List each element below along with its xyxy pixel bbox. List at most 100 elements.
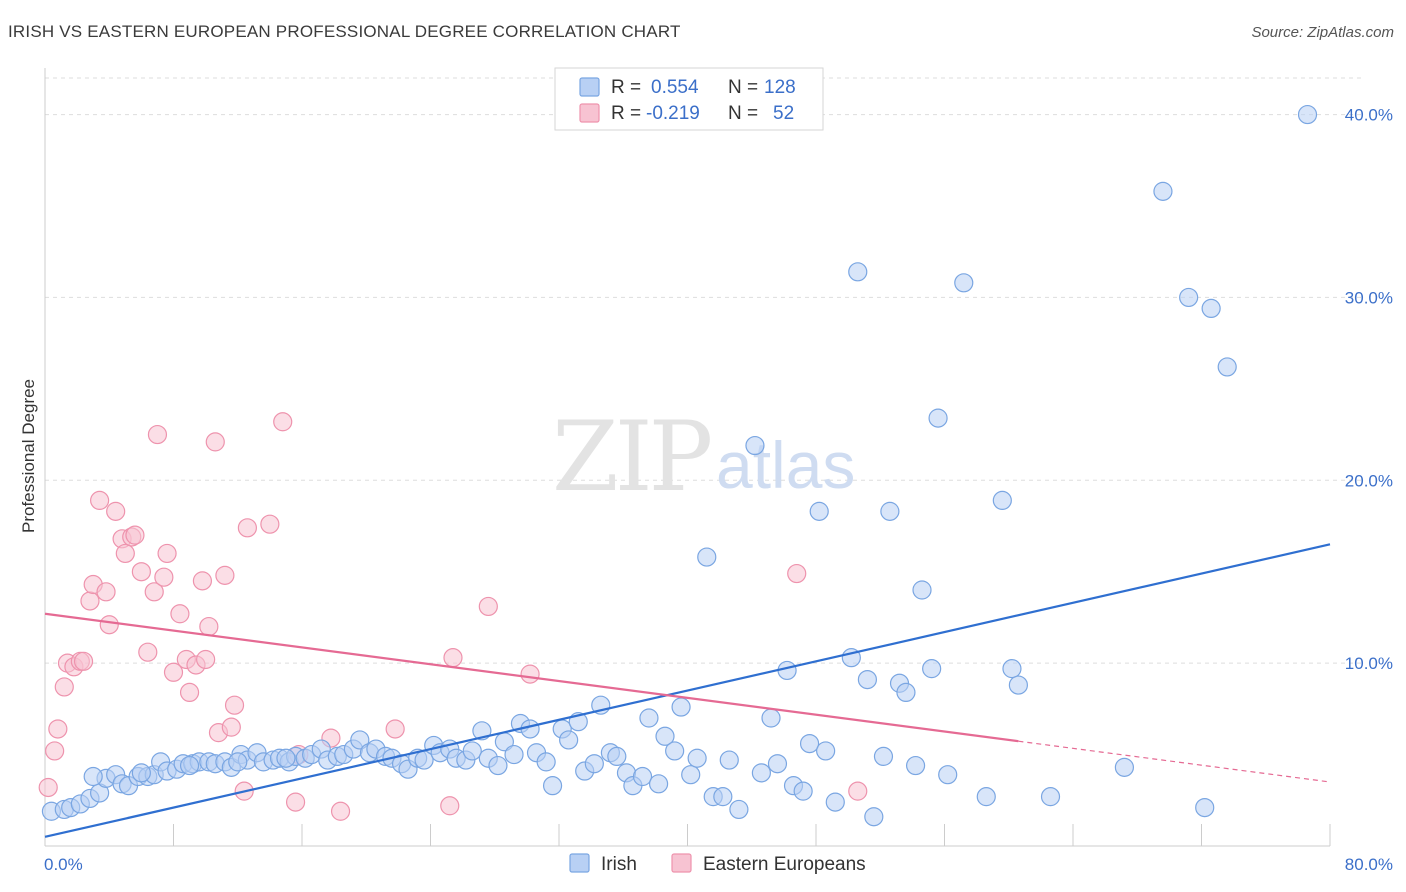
irish-point xyxy=(1297,104,1318,125)
eastern-europeans-point xyxy=(237,518,257,538)
eastern-europeans-point xyxy=(170,604,190,624)
y-tick-label: 10.0% xyxy=(1345,654,1393,673)
legend-n-value-irish: 128 xyxy=(764,77,796,98)
tick-labels: 10.0% 20.0% 30.0% 40.0% 0.0% 80.0% xyxy=(44,106,1393,874)
eastern-europeans-point xyxy=(260,514,280,534)
eastern-europeans-point xyxy=(285,792,306,812)
irish-point xyxy=(767,754,788,774)
irish-point xyxy=(793,781,813,801)
eastern-europeans-point xyxy=(273,412,293,432)
legend-bottom-swatch-eastern-europeans xyxy=(671,853,692,873)
watermark-atlas: atlas xyxy=(716,428,855,502)
eastern-europeans-point xyxy=(163,662,184,682)
irish-point xyxy=(584,754,604,774)
irish-point xyxy=(559,730,579,750)
eastern-europeans-point xyxy=(38,777,58,798)
irish-point xyxy=(1217,357,1237,377)
irish-point xyxy=(1179,287,1199,308)
irish-point xyxy=(1201,298,1221,318)
eastern-europeans-point xyxy=(73,651,94,671)
eastern-europeans-point xyxy=(131,562,151,582)
eastern-europeans-point xyxy=(440,796,460,816)
eastern-europeans-point xyxy=(80,591,100,611)
irish-point xyxy=(857,669,878,690)
eastern-europeans-point xyxy=(147,424,168,445)
irish-point xyxy=(655,726,675,746)
irish-point xyxy=(905,755,926,776)
eastern-europeans-point xyxy=(224,695,245,715)
irish-point xyxy=(1114,757,1135,777)
y-axis-title: Professional Degree xyxy=(19,379,38,533)
watermark: ZIP atlas xyxy=(552,401,855,513)
irish-point xyxy=(954,273,974,293)
irish-point xyxy=(729,799,749,820)
eastern-europeans-point xyxy=(154,567,174,587)
eastern-europeans-points xyxy=(38,412,868,821)
irish-point xyxy=(1002,659,1022,679)
irish-point xyxy=(542,776,563,796)
eastern-europeans-point xyxy=(215,565,235,585)
legend-n-label-irish: N = xyxy=(728,77,758,98)
eastern-europeans-point xyxy=(385,719,405,739)
eastern-europeans-point xyxy=(787,563,807,584)
eastern-europeans-point xyxy=(192,571,213,591)
y-tick-label: 40.0% xyxy=(1345,106,1393,125)
irish-point xyxy=(825,792,845,812)
irish-point xyxy=(350,730,370,750)
irish-point xyxy=(745,435,765,456)
irish-point xyxy=(938,765,958,785)
legend-bottom-label-irish: Irish xyxy=(601,854,637,875)
irish-point xyxy=(1040,787,1061,807)
legend-r-value-eastern-europeans: -0.219 xyxy=(646,103,700,124)
irish-point xyxy=(697,547,717,567)
source-label: Source: ZipAtlas.com xyxy=(1251,24,1394,41)
irish-point xyxy=(928,408,948,428)
legend-n-value-eastern-europeans: 52 xyxy=(773,103,794,124)
eastern-europeans-point xyxy=(90,490,110,510)
irish-point xyxy=(687,748,707,768)
eastern-europeans-point xyxy=(138,642,158,662)
eastern-europeans-point xyxy=(205,432,225,452)
legend-box xyxy=(554,67,824,131)
irish-point xyxy=(864,807,884,827)
eastern-europeans-point xyxy=(848,781,868,801)
y-tick-label: 30.0% xyxy=(1345,288,1393,307)
eastern-europeans-point xyxy=(199,616,219,637)
legend-n-label-eastern-europeans: N = xyxy=(728,103,758,124)
irish-points xyxy=(41,104,1318,827)
irish-point xyxy=(922,659,942,679)
legend-swatch-irish xyxy=(579,77,600,97)
irish-point xyxy=(665,741,685,761)
legend-r-label-eastern-europeans: R = xyxy=(611,103,641,124)
correlation-legend: R = 0.554 N = 128 R = -0.219 N = 52 xyxy=(554,67,824,131)
legend-r-value-irish: 0.554 xyxy=(651,77,699,98)
x-tick-label: 0.0% xyxy=(44,855,83,874)
irish-point xyxy=(83,766,103,787)
irish-point xyxy=(912,580,932,600)
legend-r-label-irish: R = xyxy=(611,77,641,98)
eastern-europeans-point xyxy=(221,717,241,737)
irish-point xyxy=(873,746,894,767)
irish-point xyxy=(751,763,771,783)
eastern-europeans-point xyxy=(48,719,68,739)
watermark-zip: ZIP xyxy=(552,401,711,513)
eastern-europeans-point xyxy=(144,582,164,602)
eastern-europeans-point xyxy=(179,682,200,703)
eastern-europeans-point xyxy=(96,582,116,602)
irish-point xyxy=(992,490,1012,510)
irish-point xyxy=(179,755,200,776)
irish-point xyxy=(276,748,296,768)
irish-point xyxy=(799,733,820,754)
legend-bottom-label-eastern-europeans: Eastern Europeans xyxy=(703,854,866,875)
irish-point xyxy=(639,708,659,728)
eastern-europeans-point xyxy=(106,501,126,521)
grid-lines xyxy=(45,77,1365,664)
irish-point xyxy=(848,262,868,282)
eastern-europeans-point xyxy=(330,801,351,821)
eastern-europeans-point xyxy=(157,543,177,564)
irish-trend-line xyxy=(44,543,1331,838)
eastern-europeans-point xyxy=(443,648,463,668)
eastern-europeans-trend-line xyxy=(44,612,1019,743)
chart-title: IRISH VS EASTERN EUROPEAN PROFESSIONAL D… xyxy=(8,22,681,41)
